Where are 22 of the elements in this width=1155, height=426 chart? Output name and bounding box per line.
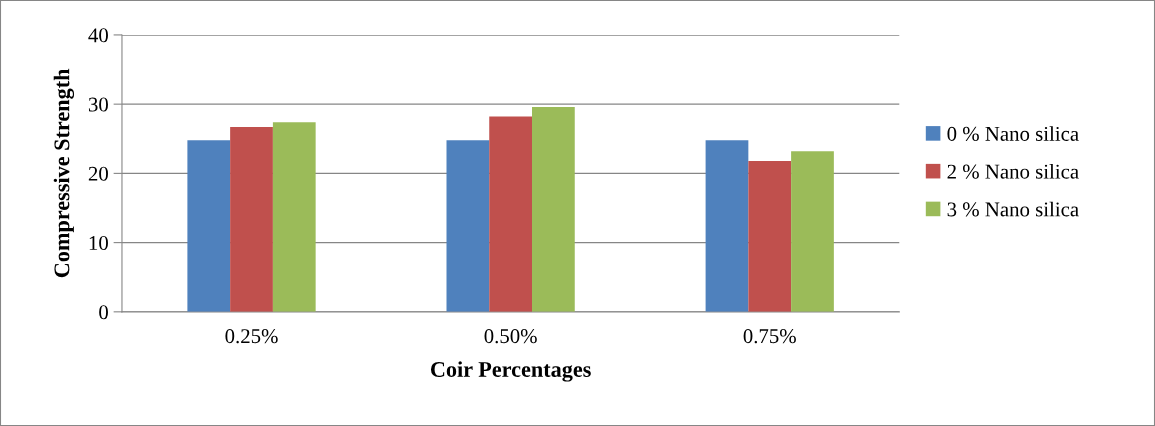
- y-tick-label: 10: [89, 235, 108, 251]
- y-tick-label: 40: [88, 28, 108, 43]
- y-tick-label: 30: [88, 97, 108, 112]
- legend-label: 3 % Nano silica: [947, 201, 1079, 217]
- bar: [748, 160, 792, 312]
- y-tick-label: 0: [99, 305, 108, 320]
- legend-label: 0 % Nano silica: [947, 126, 1079, 141]
- bar: [446, 140, 490, 312]
- bar: [532, 106, 575, 312]
- bar: [489, 116, 532, 312]
- bar: [230, 127, 273, 312]
- x-tick-label: 0.25%: [225, 329, 278, 344]
- bar: [791, 151, 834, 312]
- bar: [705, 140, 749, 312]
- x-tick-label: 0.50%: [484, 329, 537, 344]
- x-tick-label: 0.75%: [743, 329, 796, 344]
- legend-label: 2 % Nano silica: [947, 164, 1079, 179]
- y-tick-label: 20: [88, 166, 108, 181]
- bar: [272, 122, 316, 312]
- y-axis-title: Compressive Strength: [53, 68, 75, 278]
- bar: [187, 140, 231, 312]
- x-axis-title: Coir Percentages: [430, 361, 591, 382]
